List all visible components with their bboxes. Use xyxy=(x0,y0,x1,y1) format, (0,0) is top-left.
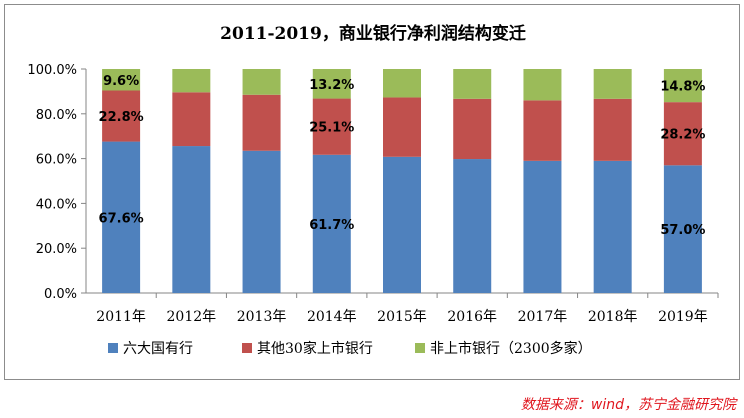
y-tick-label: 60.0% xyxy=(36,153,77,168)
legend-label: 非上市银行（2300多家） xyxy=(430,340,592,357)
bar-segment xyxy=(663,165,702,293)
bar-segment xyxy=(523,100,562,161)
bar-segment xyxy=(523,69,562,101)
legend-swatch xyxy=(242,343,252,353)
data-label: 22.8% xyxy=(99,110,144,125)
bar-segment xyxy=(242,150,281,293)
bar-segment xyxy=(312,154,351,293)
x-tick-label: 2017年 xyxy=(518,309,568,325)
x-tick-label: 2011年 xyxy=(96,309,146,325)
x-tick-label: 2018年 xyxy=(588,309,638,325)
bar-segment xyxy=(593,69,632,99)
x-tick-label: 2016年 xyxy=(447,309,497,325)
data-label: 57.0% xyxy=(660,223,705,238)
bar-segment xyxy=(102,141,141,293)
x-tick-label: 2015年 xyxy=(377,309,427,325)
bar-segment xyxy=(593,160,632,293)
y-tick-label: 0.0% xyxy=(44,287,77,302)
y-tick-label: 80.0% xyxy=(36,108,77,123)
bar-segment xyxy=(453,159,492,293)
chart-title: 2011-2019，商业银行净利润结构变迁 xyxy=(220,24,526,44)
data-label: 13.2% xyxy=(309,78,354,93)
legend-label: 其他30家上市银行 xyxy=(257,340,373,357)
x-tick-label: 2013年 xyxy=(237,309,287,325)
y-tick-label: 40.0% xyxy=(36,197,77,212)
source-note: 数据来源：wind，苏宁金融研究院 xyxy=(520,397,736,413)
bar-segment xyxy=(593,98,632,161)
y-tick-label: 100.0% xyxy=(27,63,77,78)
bar-segment xyxy=(663,102,702,166)
data-label: 14.8% xyxy=(660,80,705,95)
bar-segment xyxy=(523,160,562,293)
bar-segment xyxy=(172,146,211,293)
bar-segment xyxy=(312,69,351,99)
bar-segment xyxy=(663,69,702,103)
x-tick-label: 2014年 xyxy=(307,309,357,325)
bar-segment xyxy=(242,69,281,95)
bar-segment xyxy=(453,98,492,160)
x-tick-label: 2019年 xyxy=(658,309,708,325)
legend-swatch xyxy=(108,343,118,353)
legend-label: 六大国有行 xyxy=(123,341,193,357)
bar-segment xyxy=(102,69,141,91)
bar-segment xyxy=(383,97,421,157)
bar-segment xyxy=(242,94,281,151)
bar-segment xyxy=(102,90,141,142)
legend-swatch xyxy=(415,343,425,353)
data-label: 25.1% xyxy=(309,121,354,136)
data-label: 28.2% xyxy=(660,128,705,143)
bar-segment xyxy=(453,69,492,99)
bar-segment xyxy=(383,69,421,98)
bar-segment xyxy=(172,92,211,147)
data-label: 9.6% xyxy=(103,74,139,89)
data-label: 61.7% xyxy=(309,218,354,233)
data-label: 67.6% xyxy=(99,211,144,226)
x-tick-label: 2012年 xyxy=(167,309,217,325)
y-tick-label: 20.0% xyxy=(36,242,77,257)
bar-segment xyxy=(172,69,211,93)
bar-segment xyxy=(312,98,351,155)
bar-segment xyxy=(383,156,421,293)
